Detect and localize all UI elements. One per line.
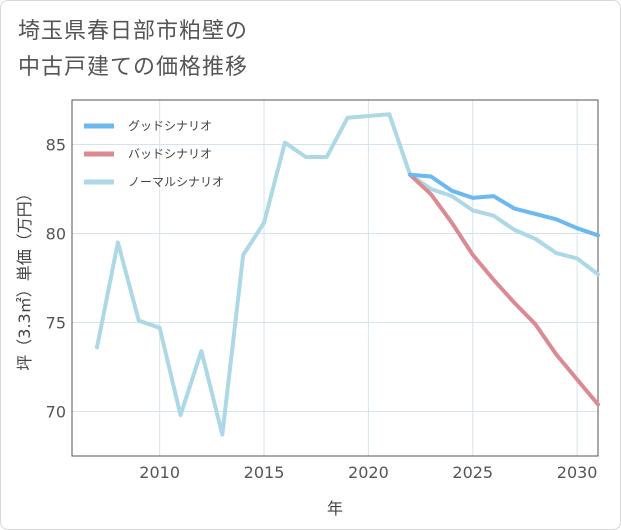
y-tick-label: 85: [46, 136, 66, 155]
axes: [71, 99, 599, 457]
y-tick-label: 75: [46, 314, 66, 333]
legend-label-1: バッドシナリオ: [128, 147, 212, 161]
x-tick-label: 2010: [139, 463, 180, 482]
y-tick-label: 80: [46, 225, 66, 244]
series-line-2: [95, 112, 600, 437]
series-line-1: [408, 172, 600, 407]
legend-label-2: ノーマルシナリオ: [128, 175, 224, 189]
series-layer: [95, 112, 600, 437]
x-tick-label: 2020: [348, 463, 389, 482]
y-tick-label: 70: [46, 403, 66, 422]
chart-title: 埼玉県春日部市粕壁の 中古戸建ての価格推移: [18, 14, 248, 86]
tick-labels: 2010 2015 2020 2025 2030 70 75 80 85: [46, 136, 598, 483]
x-tick-label: 2030: [557, 463, 598, 482]
y-axis-title: 坪（3.3㎡）単価（万円）: [15, 185, 34, 370]
chart-title-line2: 中古戸建ての価格推移: [18, 55, 249, 80]
x-tick-label: 2025: [452, 463, 493, 482]
x-tick-label: 2015: [244, 463, 285, 482]
chart-title-line1: 埼玉県春日部市粕壁の: [18, 19, 249, 44]
x-axis-title: 年: [327, 499, 343, 518]
plot-border: [71, 99, 599, 457]
grid: [72, 100, 598, 456]
series-line-0: [408, 172, 600, 238]
legend-label-0: グッドシナリオ: [128, 119, 212, 133]
